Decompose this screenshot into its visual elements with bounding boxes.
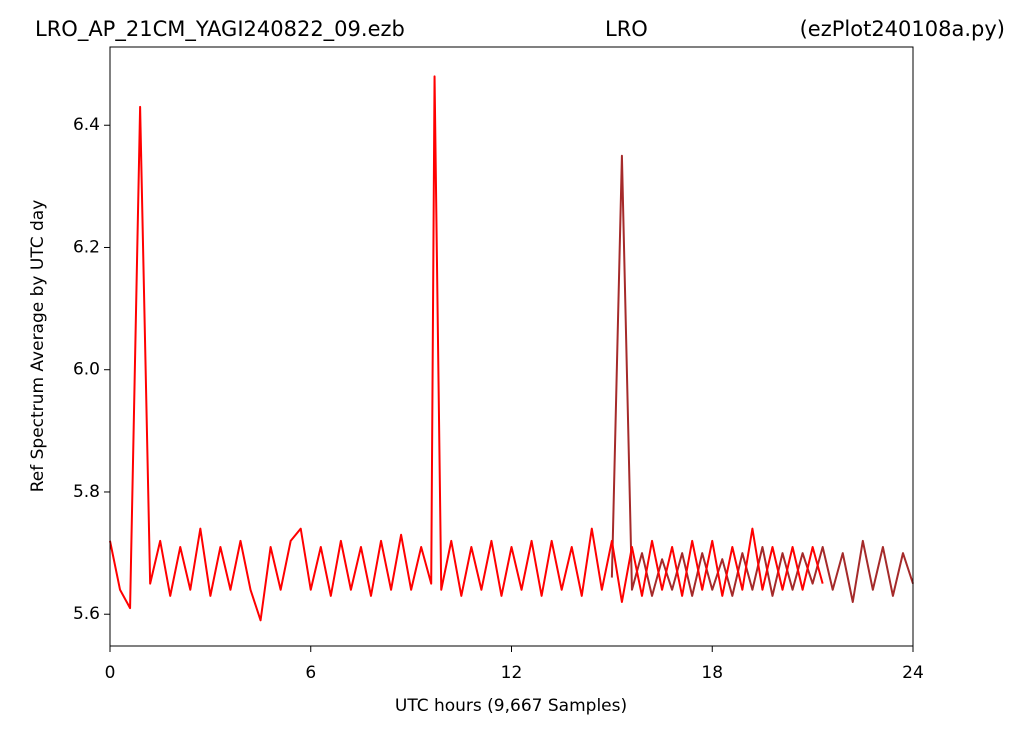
y-tick-label: 6.4 xyxy=(73,115,100,135)
y-tick-label: 6.2 xyxy=(73,237,100,257)
y-axis-label: Ref Spectrum Average by UTC day xyxy=(28,200,48,493)
chart-title: LRO xyxy=(605,17,648,41)
data-line xyxy=(109,75,824,622)
y-tick-label: 5.6 xyxy=(73,604,100,624)
x-tick-label: 12 xyxy=(501,663,523,683)
x-tick-label: 6 xyxy=(305,663,316,683)
x-tick-label: 24 xyxy=(902,663,924,683)
y-tick-label: 5.8 xyxy=(73,482,100,502)
y-tick-label: 6.0 xyxy=(73,360,100,380)
chart-title: (ezPlot240108a.py) xyxy=(800,17,1005,41)
x-tick-label: 0 xyxy=(105,663,116,683)
data-line xyxy=(610,154,914,603)
x-axis-label: UTC hours (9,667 Samples) xyxy=(395,696,627,716)
x-tick-label: 18 xyxy=(701,663,723,683)
plot-frame xyxy=(109,46,914,647)
chart-title: LRO_AP_21CM_YAGI240822_09.ezb xyxy=(35,17,405,42)
